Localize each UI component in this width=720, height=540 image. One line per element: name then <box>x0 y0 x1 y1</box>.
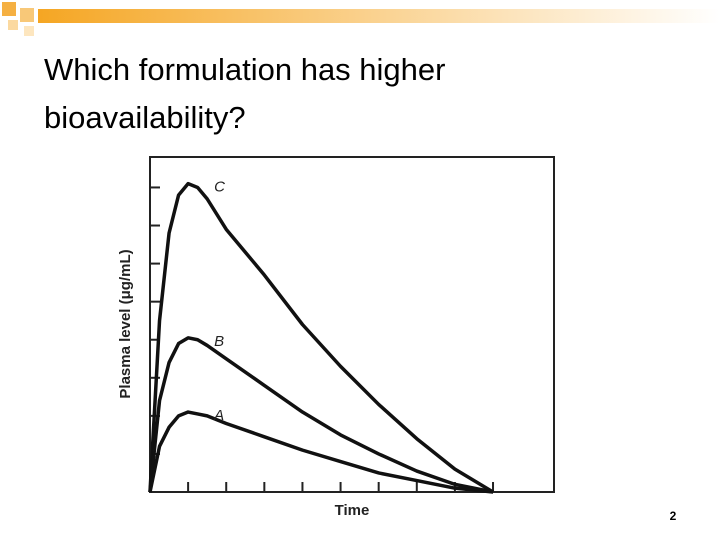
plot-frame <box>149 156 555 493</box>
deco-square <box>2 2 16 16</box>
header-bar <box>38 9 720 23</box>
slide-title: Which formulation has higher <box>44 52 445 87</box>
curve <box>148 181 494 494</box>
decoration <box>2 2 720 36</box>
curve <box>148 336 494 494</box>
curve-label: C <box>214 179 225 196</box>
y-axis-title: Plasma level (μg/mL) <box>117 249 134 398</box>
curve-label: B <box>214 333 224 350</box>
curve <box>148 410 494 494</box>
deco-square <box>8 20 18 30</box>
x-axis-title: Time <box>335 502 370 519</box>
page-number: 2 <box>670 509 677 523</box>
deco-square <box>24 26 34 36</box>
curve-label: A <box>213 407 224 424</box>
slide-title: bioavailability? <box>44 100 246 135</box>
deco-square <box>20 8 34 22</box>
